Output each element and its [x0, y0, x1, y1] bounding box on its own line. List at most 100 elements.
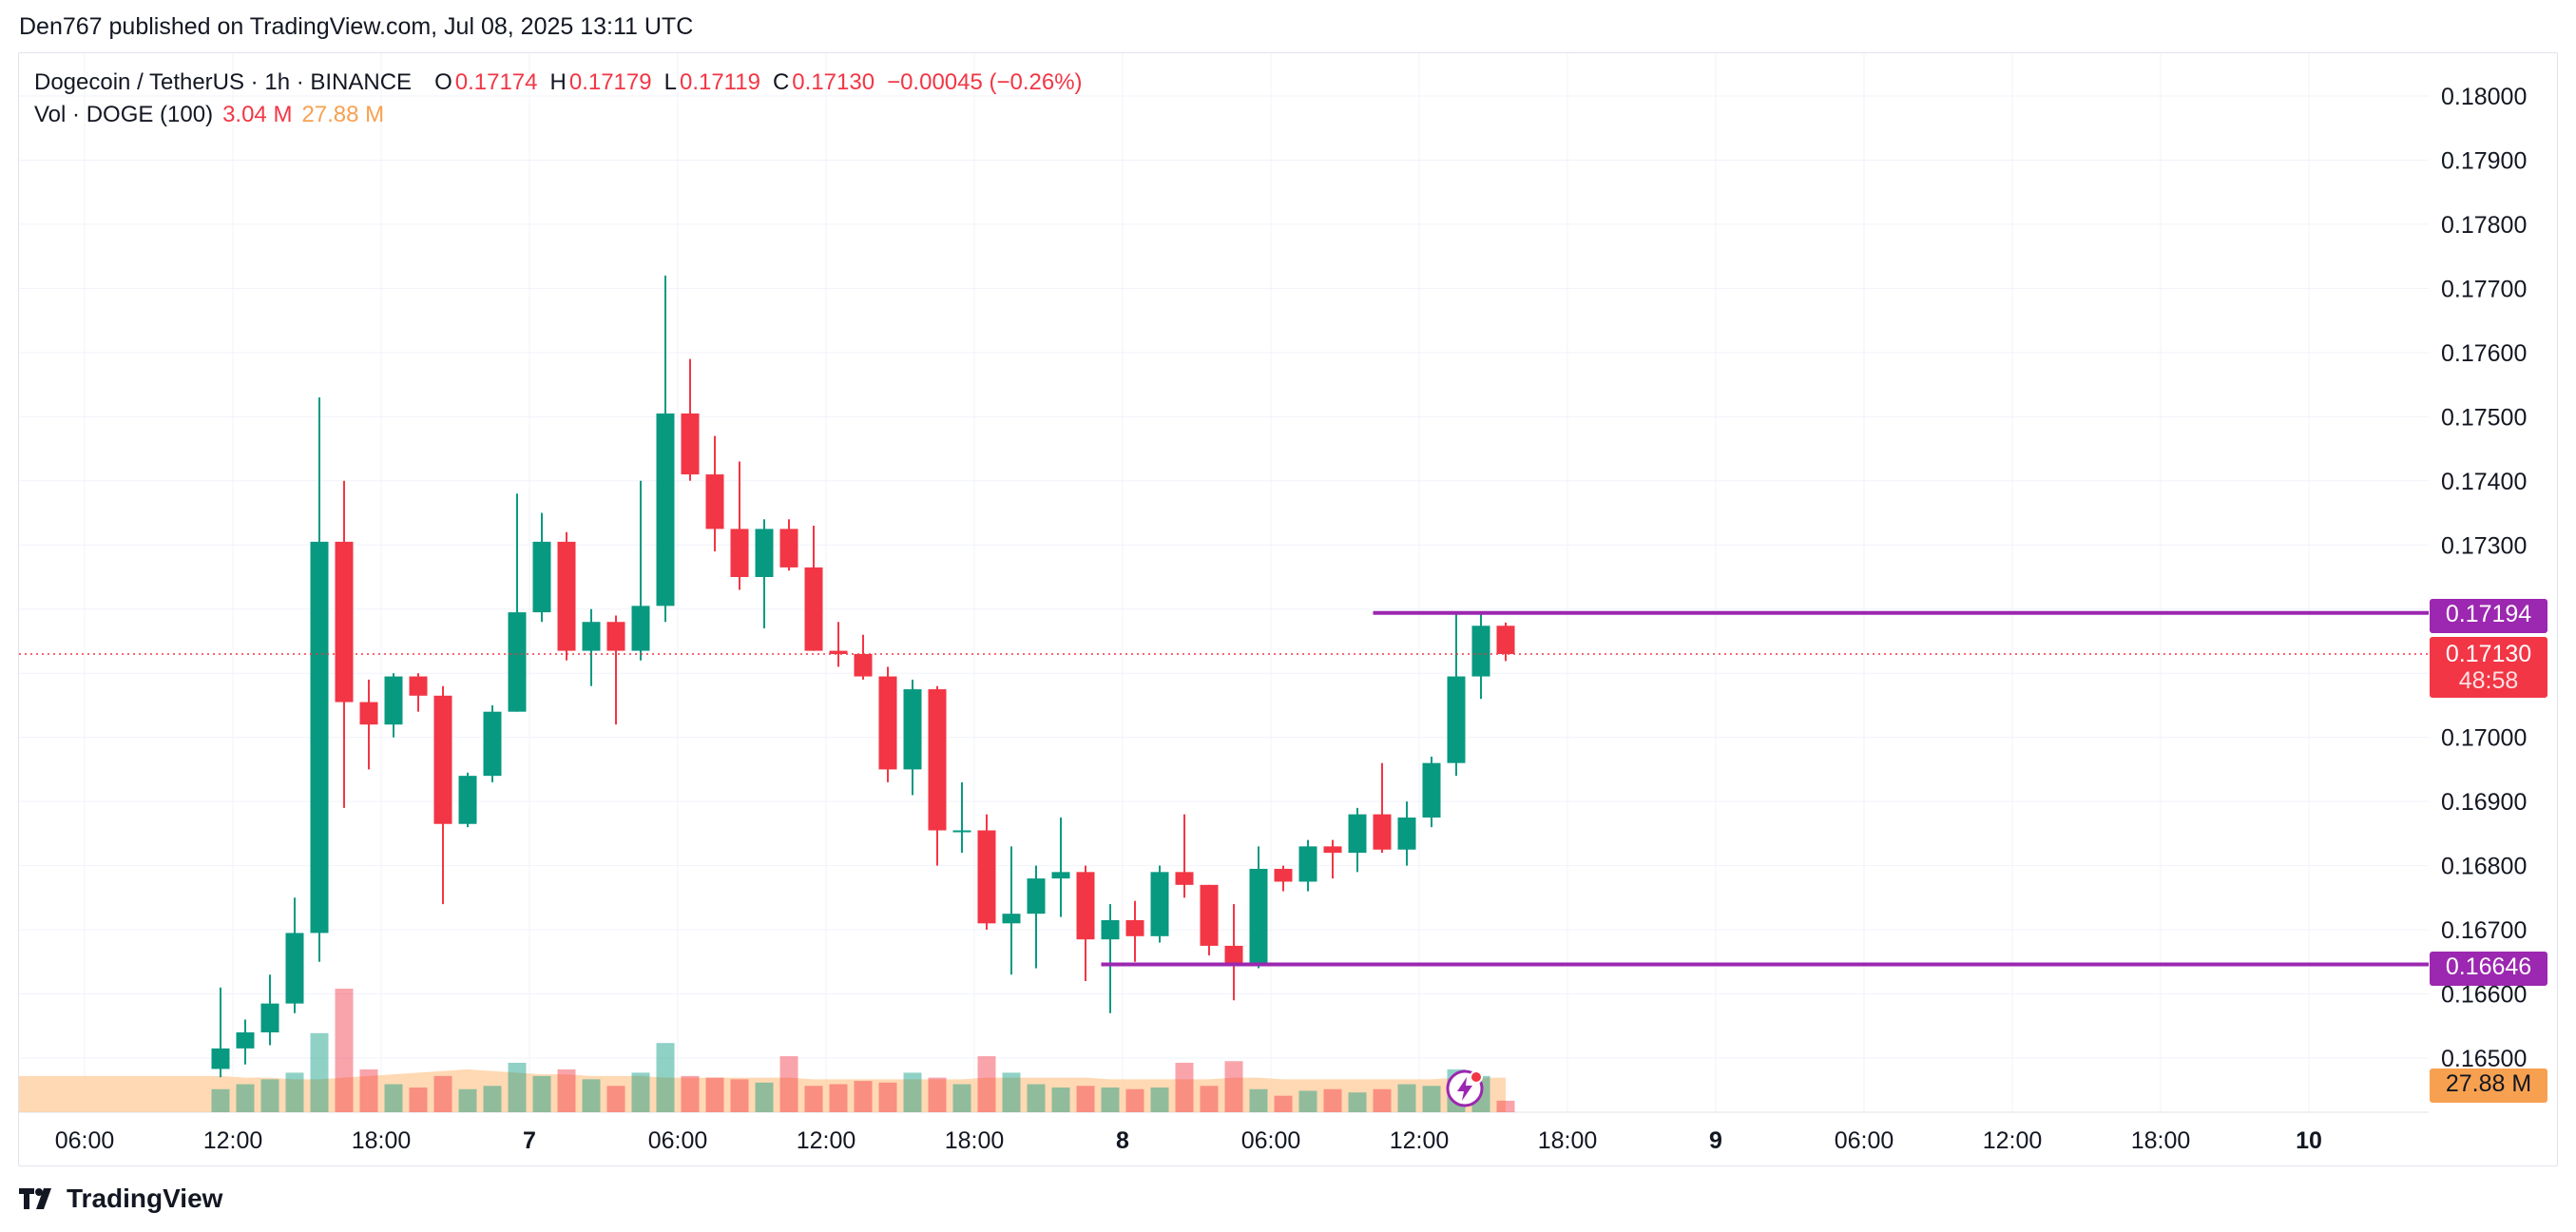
volume-value: 3.04 M: [222, 102, 293, 127]
candle-body: [236, 1032, 255, 1049]
volume-bar: [804, 1086, 823, 1112]
volume-bar: [433, 1075, 452, 1112]
candle-body: [1274, 868, 1293, 882]
time-tick-label: 06:00: [1241, 1127, 1301, 1154]
time-tick-label: 18:00: [2131, 1127, 2191, 1154]
price-tick-label: 0.17400: [2441, 469, 2527, 495]
price-tick-label: 0.16800: [2441, 854, 2527, 880]
volume-title[interactable]: Vol · DOGE (100): [34, 102, 214, 127]
volume-bar: [1150, 1088, 1169, 1112]
candle-body: [1200, 884, 1219, 946]
publish-line: Den767 published on TradingView.com, Jul…: [19, 13, 694, 40]
high-value: 0.17179: [568, 69, 652, 95]
price-tick-label: 0.17900: [2441, 147, 2527, 174]
candle-body: [903, 689, 922, 770]
time-tick-label: 18:00: [1538, 1127, 1598, 1154]
candle-body: [681, 413, 700, 475]
volume-bar: [606, 1086, 625, 1112]
candles: [211, 275, 1515, 1078]
lightning-icon[interactable]: [1445, 1068, 1485, 1108]
volume-bar: [829, 1084, 848, 1112]
candle-body: [409, 676, 428, 696]
candle-body: [1150, 872, 1169, 936]
candle-body: [260, 1003, 279, 1033]
volume-bar: [1076, 1086, 1095, 1112]
candle-body: [359, 702, 378, 725]
price-tick-label: 0.17300: [2441, 532, 2527, 559]
volume-bar: [285, 1072, 304, 1112]
candle-body: [705, 474, 724, 529]
volume-bar: [681, 1075, 700, 1112]
low-label: L: [663, 69, 677, 95]
volume-bar: [384, 1084, 403, 1112]
candle-body: [928, 689, 947, 831]
change-value: −0.00045 (−0.26%): [887, 69, 1083, 95]
candle-body: [1397, 818, 1416, 850]
high-label: H: [549, 69, 567, 95]
volume-bar: [508, 1063, 527, 1112]
volume-bar: [928, 1077, 947, 1112]
price-tick-label: 0.16700: [2441, 917, 2527, 944]
candle-body: [1224, 945, 1243, 965]
candle-body: [1298, 846, 1317, 882]
volume-ma-area: [19, 1068, 1506, 1112]
volume-bar: [1249, 1088, 1268, 1112]
candle-body: [1175, 872, 1194, 885]
volume-bar: [260, 1079, 279, 1112]
time-tick-label: 12:00: [1390, 1127, 1450, 1154]
volume-bar: [977, 1056, 996, 1112]
volume-bar: [1175, 1063, 1194, 1112]
volume-bar: [1224, 1061, 1243, 1112]
candle-body: [582, 622, 601, 651]
level-lines: [19, 610, 2429, 967]
close-label: C: [772, 69, 790, 95]
candle-body: [557, 541, 576, 651]
candle-body: [779, 529, 798, 568]
open-value: 0.17174: [454, 69, 538, 95]
time-tick-label: 12:00: [203, 1127, 263, 1154]
candle-body: [977, 830, 996, 924]
candle-body: [433, 695, 452, 824]
volume-bar: [1125, 1088, 1144, 1112]
close-value: 0.17130: [792, 69, 875, 95]
price-tick-label: 0.17000: [2441, 725, 2527, 752]
support-price-tag: 0.16646: [2430, 952, 2547, 986]
candle-body: [878, 676, 897, 770]
volume-bar: [1397, 1084, 1416, 1112]
chart-frame[interactable]: [18, 52, 2558, 1166]
volume-bar: [952, 1084, 971, 1112]
candle-body: [1348, 814, 1367, 854]
volume-bar: [1373, 1088, 1392, 1112]
candle-body: [1249, 868, 1268, 965]
candle-body: [1076, 872, 1095, 940]
candle-body: [285, 933, 304, 1004]
time-tick-label: 06:00: [55, 1127, 115, 1154]
volume-bar: [1323, 1088, 1342, 1112]
price-tick-label: 0.16500: [2441, 1046, 2527, 1072]
price-tick-label: 0.17700: [2441, 276, 2527, 302]
candle-body: [1323, 846, 1342, 854]
candle-body: [335, 541, 354, 703]
volume-ma-value: 27.88 M: [301, 102, 385, 127]
candle-body: [508, 612, 527, 712]
volume-bar: [1298, 1090, 1317, 1112]
time-tick-label: 8: [1116, 1127, 1129, 1154]
price-axis: 0.18000 0.17900 0.17800 0.17700 0.17600 0.175…: [2441, 84, 2527, 1072]
time-tick-label: 12:00: [1983, 1127, 2043, 1154]
candle-body: [1373, 814, 1392, 850]
candle-body: [829, 650, 848, 654]
symbol-title[interactable]: Dogecoin / TetherUS · 1h · BINANCE: [34, 69, 413, 95]
volume-bar: [854, 1081, 873, 1112]
last-price-tag: 0.17130 48:58: [2430, 637, 2547, 698]
tradingview-brand[interactable]: TradingView: [19, 1184, 222, 1214]
volume-bar: [1422, 1086, 1441, 1112]
volume-bar: [1051, 1088, 1070, 1112]
volume-bar: [483, 1086, 502, 1112]
resistance-price-tag: 0.17194: [2430, 599, 2547, 633]
low-value: 0.17119: [679, 69, 760, 95]
volume-bar: [582, 1079, 601, 1112]
time-tick-label: 9: [1709, 1127, 1722, 1154]
price-tick-label: 0.17500: [2441, 404, 2527, 431]
volume-ma-tag: 27.88 M: [2430, 1068, 2547, 1103]
